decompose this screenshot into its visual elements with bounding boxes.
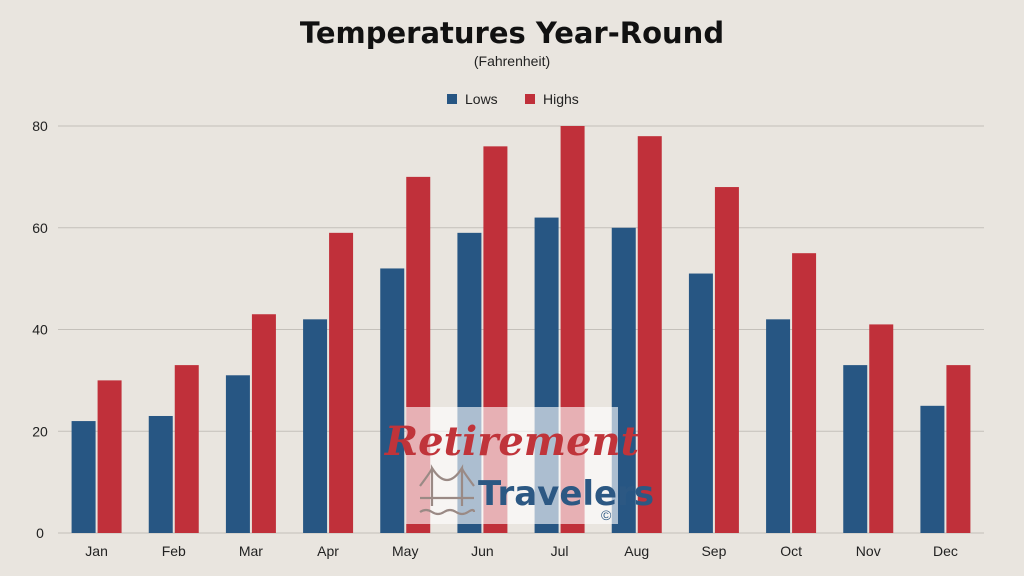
bar-highs-nov [869, 324, 894, 533]
x-tick-label: Oct [780, 543, 802, 559]
legend-label-highs: Highs [543, 91, 579, 107]
y-tick-label: 60 [32, 220, 48, 236]
bar-lows-sep [688, 273, 713, 533]
bar-lows-jan [71, 421, 96, 533]
legend: Lows Highs [447, 91, 579, 107]
x-tick-label: Dec [933, 543, 958, 559]
bar-lows-oct [766, 319, 791, 533]
x-tick-label: Nov [856, 543, 881, 559]
watermark-box [406, 407, 618, 524]
copyright-mark: © [601, 507, 612, 523]
x-tick-label: Mar [239, 543, 263, 559]
x-tick-label: Jun [471, 543, 494, 559]
y-tick-label: 40 [32, 322, 48, 338]
y-axis-ticks: 0 20 40 60 80 [32, 118, 48, 541]
bar-highs-feb [174, 365, 199, 533]
x-tick-label: Aug [624, 543, 649, 559]
watermark-line2: Travelers [478, 474, 654, 514]
x-tick-label: Feb [162, 543, 186, 559]
chart-subtitle: (Fahrenheit) [474, 53, 550, 69]
chart-title: Temperatures Year-Round [300, 16, 724, 50]
bar-highs-apr [329, 232, 354, 533]
bar-lows-dec [920, 405, 945, 533]
bar-highs-jan [97, 380, 122, 533]
watermark-logo: Retirement Travelers © [384, 407, 654, 524]
bar-lows-mar [225, 375, 250, 533]
x-tick-label: Sep [701, 543, 726, 559]
x-axis-ticks: Jan Feb Mar Apr May Jun Jul Aug Sep Oct Nov Dec [85, 543, 958, 559]
bar-lows-nov [843, 365, 868, 533]
bar-lows-apr [303, 319, 328, 533]
x-tick-label: Jul [551, 543, 569, 559]
bar-highs-mar [251, 314, 276, 533]
legend-label-lows: Lows [465, 91, 498, 107]
bar-highs-sep [714, 187, 739, 534]
bar-highs-aug [637, 136, 662, 534]
bar-lows-feb [148, 415, 173, 533]
bridge-icon [419, 464, 476, 516]
x-tick-label: Jan [85, 543, 108, 559]
bar-highs-oct [792, 253, 817, 533]
watermark-line1: Retirement [384, 418, 640, 465]
bar-lows-may [380, 268, 405, 533]
legend-swatch-lows [447, 94, 457, 104]
legend-swatch-highs [525, 94, 535, 104]
y-tick-label: 0 [36, 525, 44, 541]
x-tick-label: May [392, 543, 418, 559]
y-tick-label: 20 [32, 423, 48, 439]
bar-highs-dec [946, 365, 971, 533]
gridlines [58, 125, 984, 534]
y-tick-label: 80 [32, 118, 48, 134]
x-tick-label: Apr [317, 543, 339, 559]
